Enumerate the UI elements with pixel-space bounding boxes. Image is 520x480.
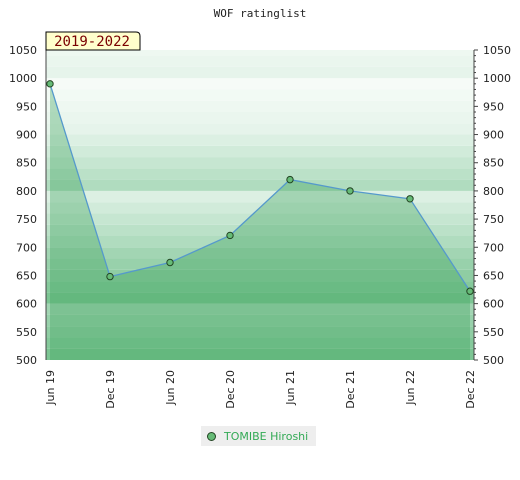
y-tick-label-right: 650 [483, 269, 504, 282]
x-tick-label: Dec 22 [464, 370, 477, 409]
data-point [166, 258, 174, 267]
y-tick-label-right: 900 [483, 129, 504, 142]
y-tick-label-right: 950 [483, 100, 504, 113]
grid-band [46, 168, 474, 180]
grid-band [46, 258, 474, 270]
grid-band [46, 123, 474, 135]
y-tick-label-right: 850 [483, 157, 504, 170]
x-tick-label: Jun 19 [44, 370, 57, 406]
grid-band [46, 78, 474, 90]
y-tick-label-right: 1000 [483, 72, 511, 85]
y-tick-label-right: 700 [483, 241, 504, 254]
x-tick-label: Dec 21 [344, 370, 357, 409]
data-point [226, 231, 234, 240]
grid-band [46, 134, 474, 146]
data-point [286, 175, 294, 184]
period-badge-box [45, 31, 141, 51]
period-label: 2019-2022 [54, 34, 130, 50]
grid-band [46, 179, 474, 191]
chart-title: WOF ratinglist [214, 7, 307, 20]
y-tick-label-left: 700 [16, 241, 37, 254]
legend-marker-icon [207, 431, 216, 441]
x-tick-label: Dec 19 [104, 370, 117, 409]
grid-band [46, 281, 474, 293]
y-tick-label-right: 500 [483, 354, 504, 367]
data-point [106, 272, 114, 281]
y-axis-right: 500 550 600 650 700 750 800 850 900 950 1000 1050 [473, 44, 511, 367]
grid-band [46, 236, 474, 248]
x-tick-label: Jun 21 [284, 370, 297, 406]
grid-band [46, 100, 474, 112]
y-tick-label-left: 1050 [9, 44, 37, 57]
grid-band [46, 190, 474, 203]
y-tick-label-left: 1000 [9, 72, 37, 85]
x-tick-label: Jun 22 [404, 370, 417, 406]
x-tick-label: Jun 20 [164, 370, 177, 406]
grid-band [46, 112, 474, 124]
y-tick-label-right: 600 [483, 298, 504, 311]
x-axis: Jun 19 Dec 19 Jun 20 Dec 20 Jun 21 Dec 21 Jun … [44, 370, 477, 409]
data-point [406, 195, 414, 203]
data-point [46, 80, 54, 88]
grid-band [46, 66, 474, 79]
grid-band [46, 89, 474, 101]
y-axis-left: 500 550 600 650 700 750 800 850 900 950 1000 1050 [9, 44, 47, 367]
y-tick-label-left: 500 [16, 354, 37, 367]
series-area [50, 83, 470, 361]
data-point [466, 287, 474, 295]
grid-band [46, 55, 474, 67]
y-tick-label-left: 950 [16, 100, 37, 113]
grid-band [46, 50, 474, 56]
series-line [49, 83, 471, 292]
grid-band [46, 269, 474, 282]
grid-band [46, 314, 474, 327]
grid-band [46, 303, 474, 315]
data-points [46, 80, 474, 295]
y-tick-label-left: 600 [16, 298, 37, 311]
data-point [346, 187, 354, 195]
grid-band [46, 145, 474, 158]
y-tick-label-left: 850 [16, 157, 37, 170]
legend-label: TOMIBE Hiroshi [224, 429, 309, 443]
x-tick-label: Dec 20 [224, 370, 237, 409]
grid-band [46, 247, 474, 259]
y-tick-label-right: 1050 [483, 44, 511, 57]
y-tick-label-right: 750 [483, 213, 504, 226]
y-tick-label-left: 750 [16, 213, 37, 226]
grid-band [46, 292, 474, 304]
grid-band [46, 348, 474, 360]
y-tick-label-left: 900 [16, 129, 37, 142]
grid-band [46, 326, 474, 338]
y-tick-label-left: 800 [16, 185, 37, 198]
grid-band [46, 213, 474, 225]
y-tick-label-right: 550 [483, 326, 504, 339]
grid-band [46, 157, 474, 169]
area-layer [49, 83, 471, 361]
grid-band [46, 337, 474, 349]
y-tick-label-left: 650 [16, 269, 37, 282]
period-badge: 2019-2022 [45, 31, 141, 51]
y-tick-label-left: 550 [16, 326, 37, 339]
grid-band [46, 224, 474, 236]
y-tick-label-right: 800 [483, 185, 504, 198]
legend: TOMIBE Hiroshi [201, 426, 317, 446]
